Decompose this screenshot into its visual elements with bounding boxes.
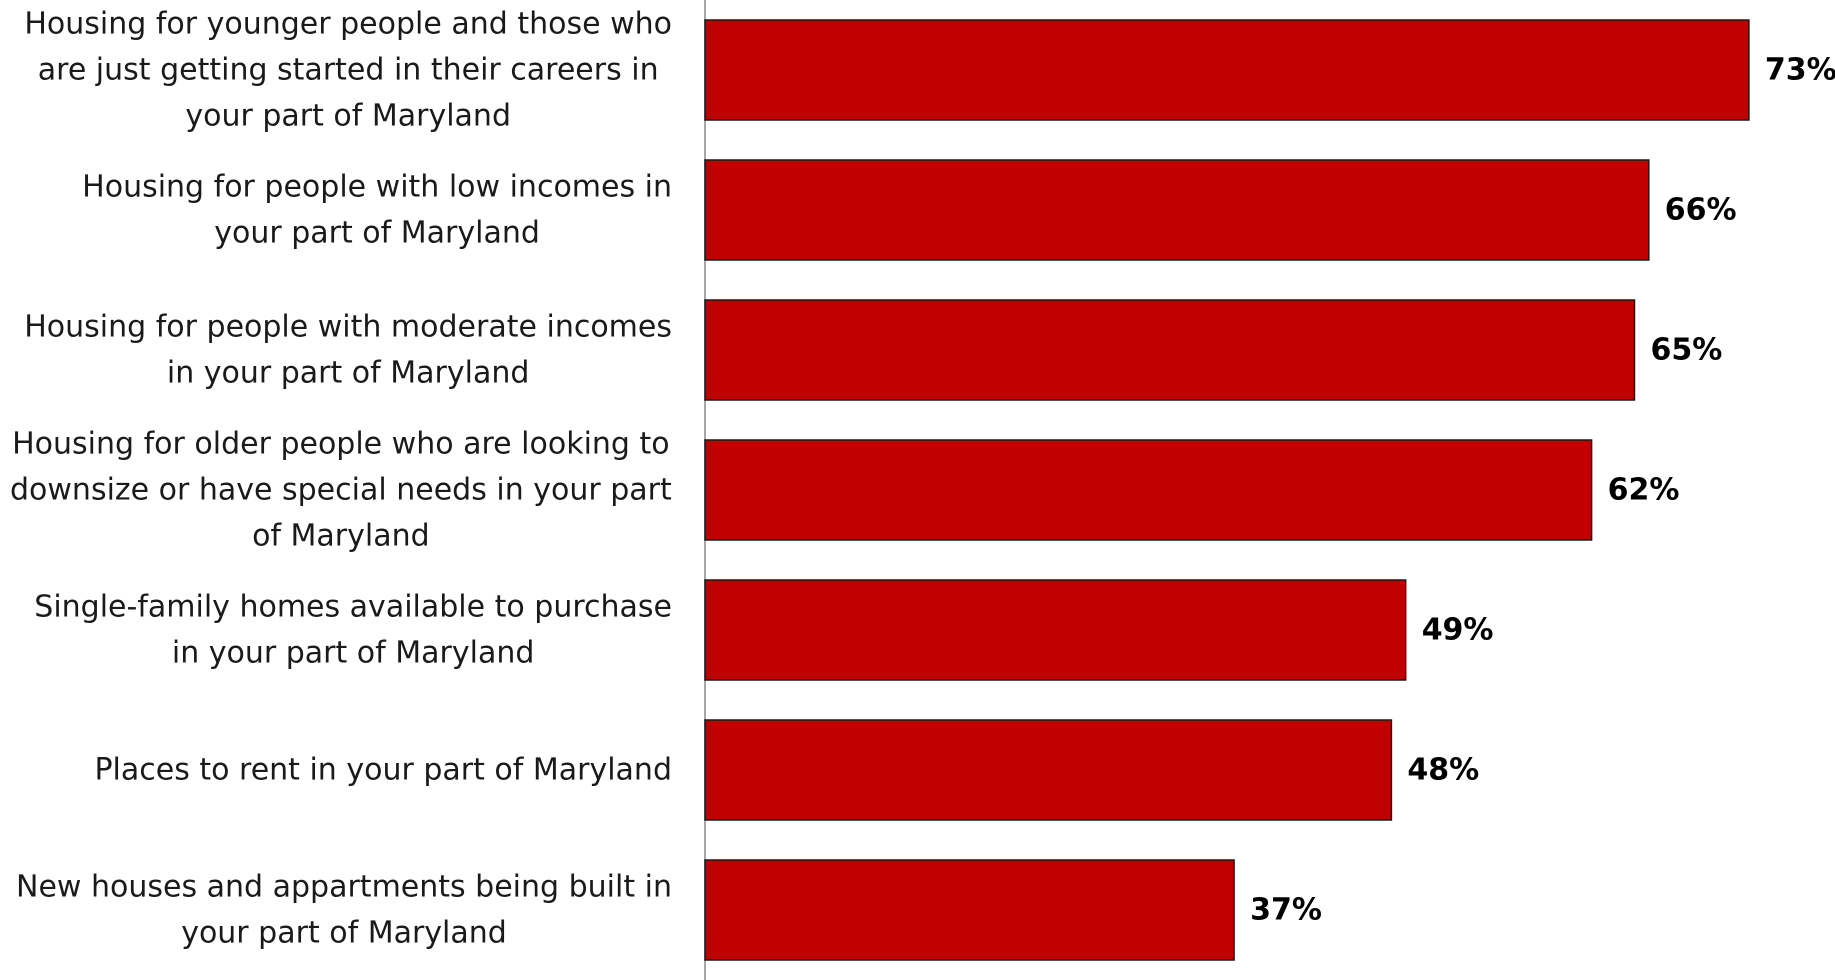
category-labels-group: Housing for younger people and those who…: [10, 7, 672, 951]
category-label-line: Housing for older people who are looking…: [12, 427, 670, 462]
category-label-line: Housing for people with low incomes in: [82, 170, 672, 205]
value-label-7: 37%: [1250, 893, 1322, 928]
bar-5: [704, 579, 1407, 681]
bars-group: [704, 19, 1750, 961]
bar-7: [704, 859, 1235, 961]
bar-3: [704, 299, 1636, 401]
category-label-1: Housing for younger people and those who…: [24, 7, 672, 134]
category-label-5: Single-family homes available to purchas…: [34, 590, 672, 671]
bar-1: [704, 19, 1750, 121]
category-label-line: your part of Maryland: [214, 216, 540, 251]
category-label-line: are just getting started in their career…: [38, 53, 659, 88]
bar-6: [704, 719, 1393, 821]
category-label-line: in your part of Maryland: [167, 356, 530, 391]
category-label-line: New houses and appartments being built i…: [16, 870, 672, 905]
category-label-line: in your part of Maryland: [172, 636, 535, 671]
category-label-line: Housing for younger people and those who: [24, 7, 672, 42]
category-label-3: Housing for people with moderate incomes…: [24, 310, 672, 391]
category-label-line: Housing for people with moderate incomes: [24, 310, 672, 345]
category-label-6: Places to rent in your part of Maryland: [94, 753, 672, 788]
value-labels-group: 73% 66% 65% 62% 49% 48% 37%: [1250, 53, 1835, 928]
value-label-3: 65%: [1651, 333, 1723, 368]
bar-2: [704, 159, 1650, 261]
category-label-2: Housing for people with low incomes in yo…: [82, 170, 672, 251]
value-label-4: 62%: [1608, 473, 1680, 508]
value-label-6: 48%: [1407, 753, 1479, 788]
category-label-line: downsize or have special needs in your p…: [10, 473, 672, 508]
category-label-line: your part of Maryland: [181, 916, 507, 951]
category-label-line: of Maryland: [252, 519, 430, 554]
category-label-line: Single-family homes available to purchas…: [34, 590, 672, 625]
category-label-4: Housing for older people who are looking…: [10, 427, 672, 554]
value-label-2: 66%: [1665, 193, 1737, 228]
category-label-line: your part of Maryland: [185, 99, 511, 134]
value-label-5: 49%: [1422, 613, 1494, 648]
bar-4: [704, 439, 1593, 541]
value-label-1: 73%: [1765, 53, 1835, 88]
category-label-7: New houses and appartments being built i…: [16, 870, 672, 951]
category-label-line: Places to rent in your part of Maryland: [94, 753, 672, 788]
